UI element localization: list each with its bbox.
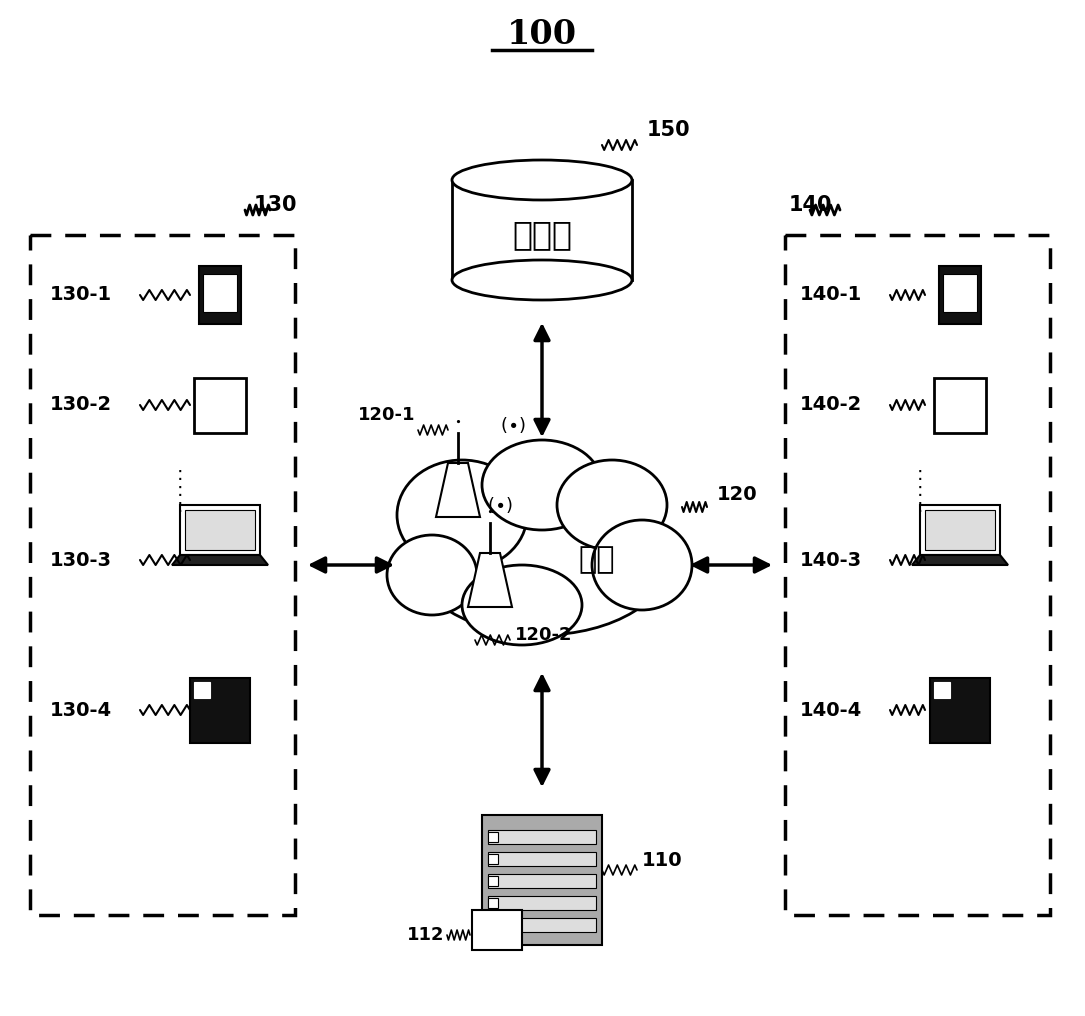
Text: :
:
:: : : : — [177, 464, 183, 515]
Bar — [488, 874, 596, 888]
Text: 140-4: 140-4 — [800, 700, 863, 719]
Text: 120-2: 120-2 — [515, 626, 573, 644]
Text: 140: 140 — [788, 195, 832, 215]
Text: 130-1: 130-1 — [50, 285, 112, 305]
Text: 112: 112 — [407, 926, 445, 944]
Bar — [488, 918, 596, 932]
Bar — [180, 505, 260, 555]
Text: 140-2: 140-2 — [800, 395, 863, 415]
Text: 120-1: 120-1 — [358, 406, 416, 424]
Text: 150: 150 — [647, 120, 691, 140]
FancyArrowPatch shape — [535, 677, 549, 783]
Bar — [488, 876, 498, 886]
Bar — [920, 505, 1000, 555]
Text: :
:
:: : : : — [917, 464, 923, 515]
Ellipse shape — [387, 535, 477, 615]
Bar — [930, 678, 990, 743]
Bar — [194, 378, 246, 433]
Text: 100: 100 — [507, 18, 577, 52]
Text: 120: 120 — [717, 486, 757, 505]
Bar — [194, 682, 210, 698]
Ellipse shape — [557, 460, 667, 550]
Text: $\bullet$: $\bullet$ — [486, 506, 494, 516]
Text: 140-3: 140-3 — [800, 551, 863, 570]
Bar — [488, 852, 596, 866]
Bar — [934, 378, 986, 433]
Text: 130: 130 — [253, 195, 297, 215]
Bar — [934, 682, 950, 698]
Bar — [199, 266, 241, 324]
FancyArrowPatch shape — [693, 558, 768, 572]
Ellipse shape — [462, 565, 582, 645]
Polygon shape — [436, 463, 480, 517]
Bar — [488, 832, 498, 842]
Polygon shape — [173, 555, 268, 565]
Bar — [488, 898, 498, 908]
Ellipse shape — [592, 520, 692, 610]
Ellipse shape — [482, 440, 602, 530]
Text: 140-1: 140-1 — [800, 285, 863, 305]
Bar — [488, 896, 596, 910]
Text: 130-2: 130-2 — [50, 395, 112, 415]
Text: 网络: 网络 — [578, 546, 615, 574]
Bar — [186, 510, 255, 550]
Ellipse shape — [452, 160, 631, 200]
Bar — [488, 920, 498, 930]
Text: $\bullet$: $\bullet$ — [455, 416, 461, 426]
FancyArrowPatch shape — [311, 558, 391, 572]
Text: $(\bullet)$: $(\bullet)$ — [487, 495, 513, 515]
Bar — [926, 510, 995, 550]
Bar — [482, 815, 602, 945]
Bar — [488, 854, 498, 864]
Text: 130-4: 130-4 — [50, 700, 112, 719]
Text: 110: 110 — [642, 850, 682, 870]
Bar — [452, 180, 631, 280]
Ellipse shape — [412, 475, 672, 635]
Bar — [943, 274, 976, 312]
Ellipse shape — [452, 260, 631, 300]
Bar — [488, 830, 596, 844]
Text: $(\bullet)$: $(\bullet)$ — [500, 415, 526, 435]
Bar — [190, 678, 250, 743]
Bar — [786, 235, 1050, 915]
Text: 130-3: 130-3 — [50, 551, 112, 570]
Bar — [203, 274, 237, 312]
Bar — [30, 235, 295, 915]
FancyArrowPatch shape — [535, 327, 549, 434]
Bar — [472, 910, 522, 950]
Bar — [939, 266, 981, 324]
Ellipse shape — [397, 460, 527, 570]
Polygon shape — [468, 553, 512, 607]
Text: 数据库: 数据库 — [512, 218, 572, 252]
Polygon shape — [912, 555, 1008, 565]
